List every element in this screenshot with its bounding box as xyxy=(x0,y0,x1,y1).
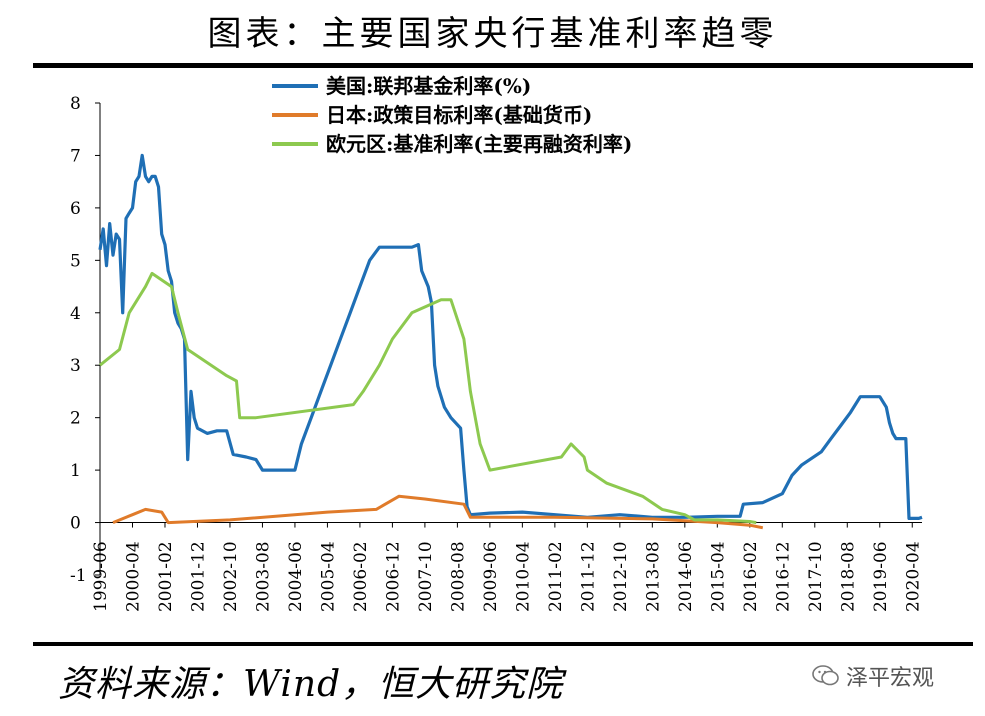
y-tick-label: 4 xyxy=(70,304,81,324)
watermark: 泽平宏观 xyxy=(812,660,934,692)
series-line-1 xyxy=(98,153,923,520)
x-tick-label: 2016-12 xyxy=(773,541,793,612)
x-tick-label: 2015-04 xyxy=(708,541,728,612)
x-tick-label: 2006-02 xyxy=(351,541,371,612)
x-tick-label: 2017-10 xyxy=(806,541,826,612)
x-tick-label: 2009-06 xyxy=(481,541,501,612)
y-tick-label: 8 xyxy=(70,94,81,114)
chart-legend: 美国:联邦基金利率(%) 日本:政策目标利率(基础货币) 欧元区:基准利率(主要再融… xyxy=(272,74,632,156)
x-tick-label: 2011-12 xyxy=(578,541,598,612)
x-tick-label: 2013-08 xyxy=(643,541,663,612)
wechat-icon xyxy=(812,665,839,686)
legend-label-3: 欧元区:基准利率(主要再融资利率) xyxy=(326,132,632,156)
y-tick-label: 1 xyxy=(70,461,81,481)
x-tick-label: 2002-10 xyxy=(221,541,241,612)
bottom-rule xyxy=(33,642,973,646)
y-tick-label: 7 xyxy=(70,146,81,166)
x-tick-label: 2004-06 xyxy=(286,541,306,612)
x-tick-label: 2000-04 xyxy=(123,541,143,612)
x-tick-label: 2005-04 xyxy=(318,541,338,612)
series-line-3 xyxy=(99,271,757,525)
legend-label-1: 美国:联邦基金利率(%) xyxy=(326,74,531,98)
x-tick-label: 2019-06 xyxy=(871,541,891,612)
x-tick-label: 2018-08 xyxy=(838,541,858,612)
chart-axes: -1 0 1 2 3 4 5 6 7 8 1999-06 2000-04 2001-02 2001-12 2… xyxy=(70,94,923,612)
x-tick-label: 2014-06 xyxy=(676,541,696,612)
x-tick-label: 2020-04 xyxy=(903,541,923,612)
y-tick-label: 5 xyxy=(70,251,81,271)
x-tick-label: 2007-10 xyxy=(416,541,436,612)
x-tick-label: 2016-02 xyxy=(741,541,761,612)
x-tick-label: 2006-12 xyxy=(383,541,403,612)
x-tick-label: 1999-06 xyxy=(91,541,111,612)
x-tick-label: 2011-02 xyxy=(546,541,566,612)
x-tick-label: 2010-04 xyxy=(513,541,533,612)
source-note: 资料来源：Wind，恒大研究院 xyxy=(58,664,564,705)
legend-label-2: 日本:政策目标利率(基础货币) xyxy=(326,103,592,127)
x-tick-label: 2008-08 xyxy=(448,541,468,612)
chart-title: 图表：主要国家央行基准利率趋零 xyxy=(207,14,778,54)
line-chart: -1 0 1 2 3 4 5 6 7 8 1999-06 2000-04 2001-02 2001-12 2… xyxy=(70,74,923,612)
x-tick-label: 2012-10 xyxy=(611,541,631,612)
y-tick-label: 3 xyxy=(70,356,81,376)
y-tick-label: 2 xyxy=(70,409,81,429)
y-tick-label: 6 xyxy=(70,199,81,219)
x-tick-label: 2001-02 xyxy=(156,541,176,612)
chart-series xyxy=(98,153,923,530)
series-line-2 xyxy=(112,494,764,530)
x-tick-label: 2001-12 xyxy=(188,541,208,612)
x-tick-label: 2003-08 xyxy=(253,541,273,612)
watermark-text: 泽平宏观 xyxy=(846,666,935,691)
top-rule xyxy=(33,63,973,68)
y-tick-label: -1 xyxy=(70,566,87,586)
y-tick-label: 0 xyxy=(70,514,81,534)
